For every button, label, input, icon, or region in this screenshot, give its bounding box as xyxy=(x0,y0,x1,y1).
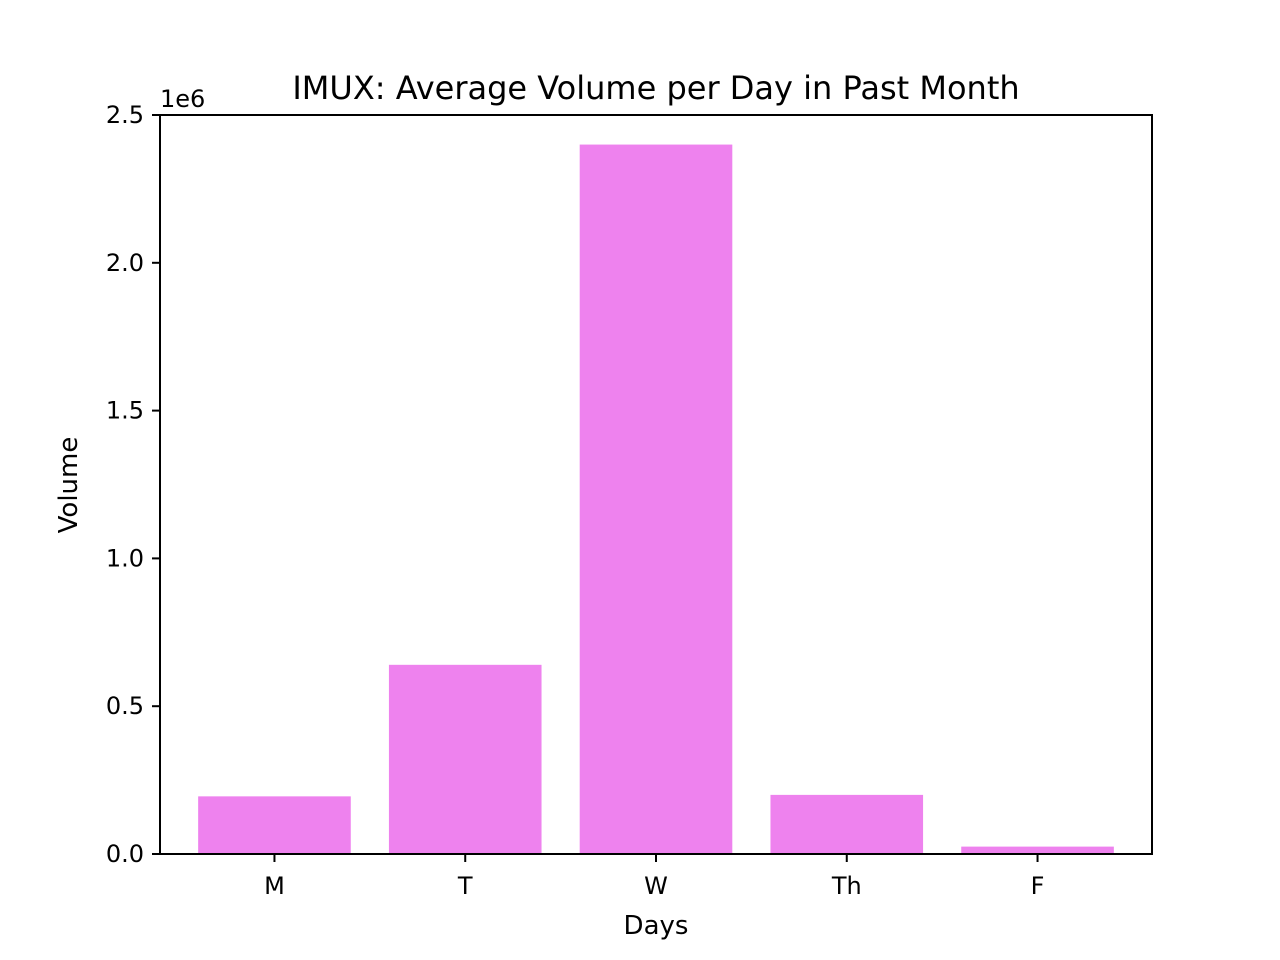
bar-f xyxy=(961,846,1114,854)
x-tick-label: M xyxy=(264,872,285,900)
x-axis-ticks: M T W Th F xyxy=(264,854,1044,900)
x-tick-label: W xyxy=(644,872,668,900)
y-tick-label: 2.0 xyxy=(106,249,144,277)
bar-m xyxy=(198,796,351,854)
y-offset-label: 1e6 xyxy=(160,85,205,113)
y-tick-label: 0.5 xyxy=(106,692,144,720)
y-tick-label: 1.0 xyxy=(106,544,144,572)
x-tick-label: Th xyxy=(831,872,862,900)
bar-w xyxy=(579,144,733,854)
bars-group xyxy=(198,144,1114,854)
y-tick-label: 2.5 xyxy=(106,101,144,129)
x-tick-label: F xyxy=(1031,872,1045,900)
y-axis-label: Volume xyxy=(54,437,84,534)
y-tick-label: 0.0 xyxy=(106,840,144,868)
bar-t xyxy=(388,664,542,854)
bar-th xyxy=(770,794,924,854)
y-tick-label: 1.5 xyxy=(106,397,144,425)
y-axis-ticks: 0.0 0.5 1.0 1.5 2.0 2.5 xyxy=(106,101,160,868)
chart-title: IMUX: Average Volume per Day in Past Mon… xyxy=(292,69,1019,107)
plot-frame xyxy=(159,114,1153,855)
x-tick-label: T xyxy=(457,872,473,900)
x-axis-label: Days xyxy=(624,911,689,941)
